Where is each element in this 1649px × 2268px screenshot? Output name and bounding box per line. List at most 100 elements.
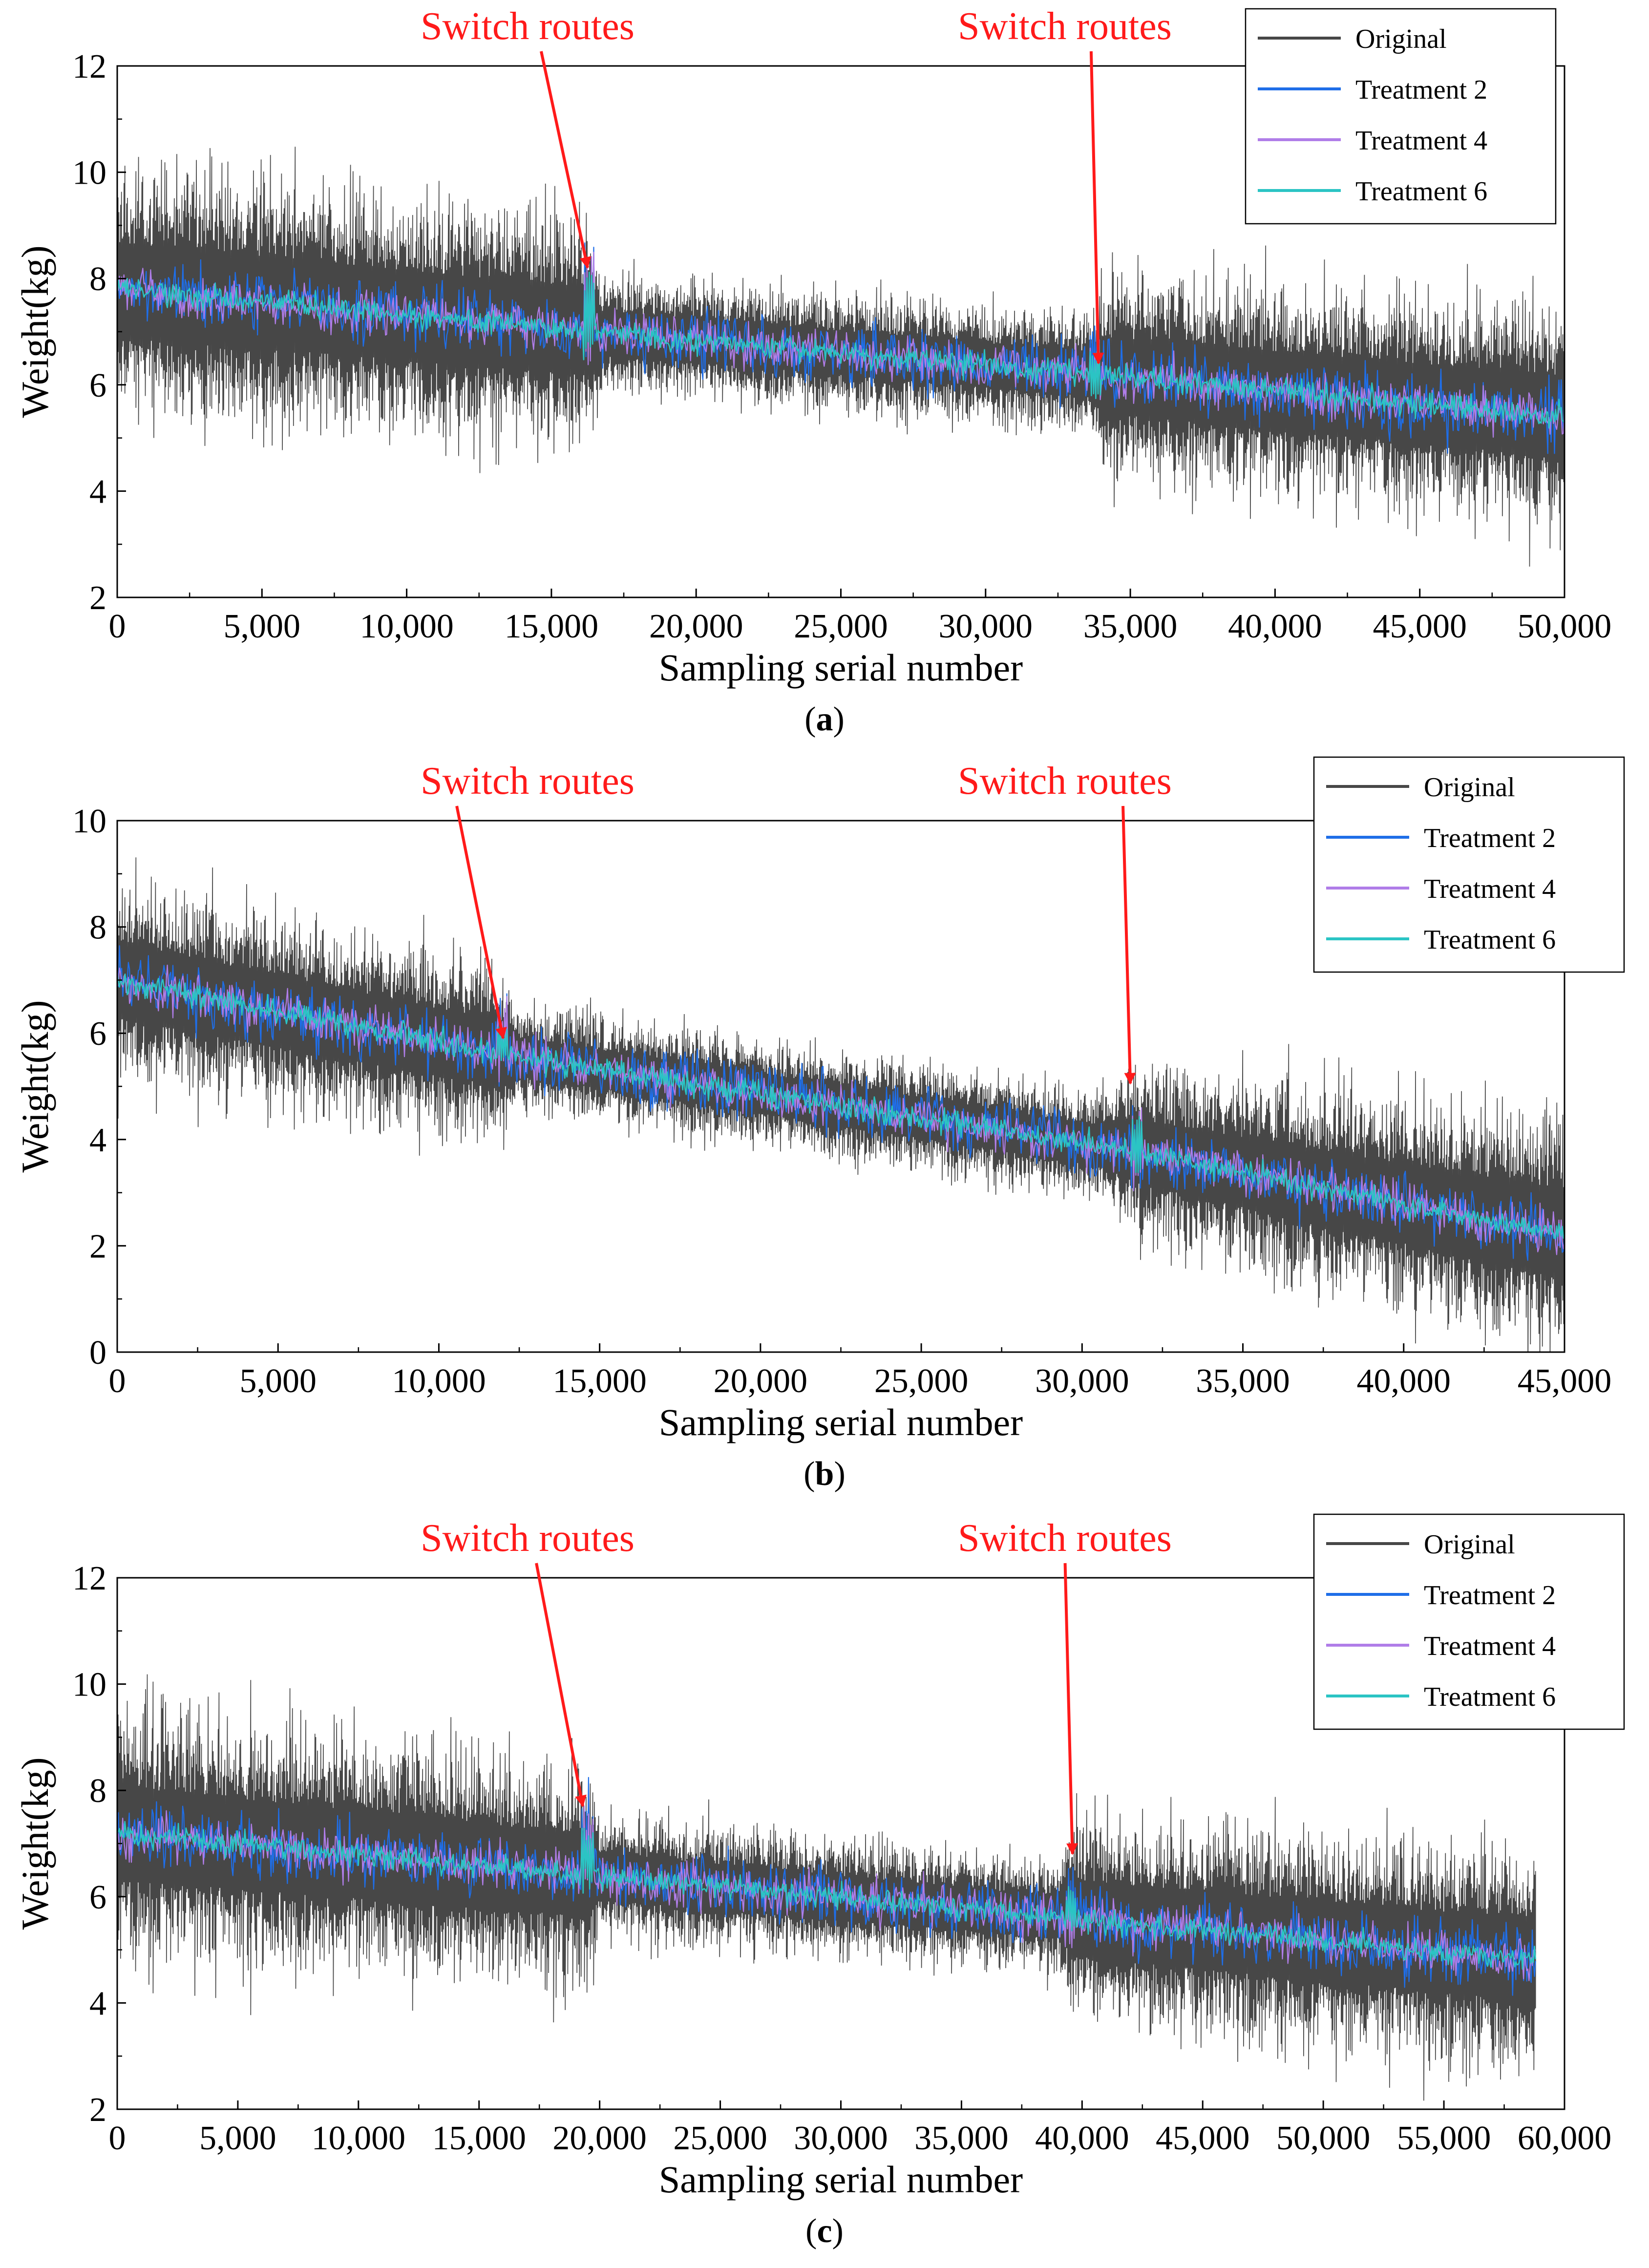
y-tick-label: 8 <box>89 909 106 947</box>
x-tick-label: 0 <box>109 2120 126 2157</box>
caption-open: ( <box>805 2212 817 2250</box>
data-layer <box>117 1674 1536 2101</box>
x-tick-label: 20,000 <box>552 2120 647 2157</box>
series-treatment-6 <box>117 974 1564 1240</box>
x-axis-label: Sampling serial number <box>659 646 1023 689</box>
switch-routes-arrow <box>535 1563 587 1807</box>
legend-box <box>1313 756 1625 973</box>
caption-letter: c <box>817 2212 832 2250</box>
caption-open: ( <box>803 1455 815 1493</box>
legend-label: Treatment 2 <box>1424 1580 1556 1611</box>
legend-label: Original <box>1424 1529 1515 1560</box>
x-tick-label: 50,000 <box>1518 608 1612 645</box>
y-axis-label: Weight(kg) <box>14 245 56 418</box>
series-original <box>117 147 1564 567</box>
switch-routes-label: Switch routes <box>958 1517 1172 1560</box>
x-tick-label: 0 <box>109 608 126 645</box>
caption-letter: a <box>816 700 833 738</box>
x-tick-label: 15,000 <box>505 608 599 645</box>
y-axis-label: Weight(kg) <box>14 1757 56 1929</box>
legend-label: Original <box>1424 772 1515 803</box>
chart-panel-a: 0 5,000 10,000 15,000 20,000 25,000 30,000 35,0… <box>14 5 1611 738</box>
x-tick-label: 45,000 <box>1373 608 1467 645</box>
switch-routes-arrow <box>1121 805 1136 1085</box>
legend: Original Treatment 2 Treatment 4 Treatment … <box>1245 8 1557 225</box>
x-tick-label: 40,000 <box>1357 1362 1451 1400</box>
x-tick-label: 60,000 <box>1518 2120 1612 2157</box>
x-tick-label: 35,000 <box>1083 608 1178 645</box>
y-tick-label: 4 <box>89 473 106 510</box>
switch-routes-label: Switch routes <box>958 760 1172 803</box>
data-layer <box>117 147 1564 567</box>
caption-open: ( <box>804 700 816 738</box>
x-tick-label: 10,000 <box>312 2120 406 2157</box>
switch-routes-label: Switch routes <box>958 5 1172 48</box>
y-tick-label: 4 <box>89 1122 106 1159</box>
legend-label: Treatment 4 <box>1424 1631 1556 1661</box>
legend-label: Treatment 4 <box>1355 126 1487 156</box>
data-layer <box>117 857 1564 1352</box>
series-original <box>117 1674 1536 2101</box>
y-tick-label: 6 <box>89 1879 106 1916</box>
x-tick-label: 0 <box>109 1362 126 1400</box>
x-tick-label: 55,000 <box>1397 2120 1491 2157</box>
series-treatment-4 <box>117 252 1564 438</box>
y-tick-label: 2 <box>89 1228 106 1265</box>
x-tick-label: 5,000 <box>199 2120 276 2157</box>
legend-label: Treatment 6 <box>1424 925 1556 955</box>
x-tick-label: 5,000 <box>239 1362 317 1400</box>
x-tick-label: 30,000 <box>794 2120 888 2157</box>
x-tick-label: 40,000 <box>1228 608 1322 645</box>
x-tick-label: 30,000 <box>1035 1362 1129 1400</box>
x-tick-label: 35,000 <box>914 2120 1009 2157</box>
x-tick-label: 5,000 <box>224 608 301 645</box>
y-tick-label: 12 <box>72 48 106 85</box>
chart-panel-c: 0 5,000 10,000 15,000 20,000 25,000 30,000 35,0… <box>14 1513 1625 2250</box>
y-tick-label: 6 <box>89 367 106 404</box>
chart-panel-b: 0 5,000 10,000 15,000 20,000 25,000 30,000 35,0… <box>14 756 1625 1493</box>
legend-label: Treatment 2 <box>1424 823 1556 853</box>
switch-routes-label: Switch routes <box>421 5 634 48</box>
caption-close: ) <box>832 2212 844 2250</box>
legend-box <box>1245 8 1557 225</box>
x-tick-label: 25,000 <box>673 2120 767 2157</box>
switch-routes-label: Switch routes <box>421 1517 634 1560</box>
legend-box <box>1313 1513 1625 1730</box>
x-tick-label: 40,000 <box>1035 2120 1129 2157</box>
legend-label: Treatment 6 <box>1424 1682 1556 1712</box>
switch-routes-arrow <box>1089 51 1104 365</box>
caption-close: ) <box>833 700 845 738</box>
x-tick-label: 30,000 <box>939 608 1033 645</box>
x-tick-label: 45,000 <box>1518 1362 1612 1400</box>
x-tick-label: 20,000 <box>649 608 743 645</box>
x-tick-label: 15,000 <box>432 2120 527 2157</box>
panel-caption: (a) <box>804 700 845 738</box>
panel-caption: (c) <box>805 2212 844 2250</box>
legend: Original Treatment 2 Treatment 4 Treatment … <box>1313 756 1625 973</box>
legend: Original Treatment 2 Treatment 4 Treatment … <box>1313 1513 1625 1730</box>
y-axis-label: Weight(kg) <box>14 1000 56 1172</box>
legend-label: Original <box>1355 24 1447 54</box>
series-treatment-4 <box>117 964 1564 1255</box>
y-tick-label: 8 <box>89 260 106 298</box>
y-tick-label: 6 <box>89 1015 106 1053</box>
switch-routes-label: Switch routes <box>421 760 634 803</box>
y-tick-label: 10 <box>72 154 106 192</box>
x-tick-label: 25,000 <box>874 1362 969 1400</box>
switch-routes-arrow <box>455 805 507 1039</box>
x-tick-label: 50,000 <box>1276 2120 1371 2157</box>
y-tick-label: 10 <box>72 1666 106 1704</box>
panel-caption: (b) <box>803 1455 846 1493</box>
y-tick-label: 10 <box>72 803 106 840</box>
y-tick-label: 12 <box>72 1560 106 1597</box>
x-tick-label: 35,000 <box>1196 1362 1290 1400</box>
switch-routes-arrow <box>540 51 592 269</box>
caption-close: ) <box>834 1455 845 1493</box>
legend-label: Treatment 2 <box>1355 75 1487 105</box>
x-tick-label: 45,000 <box>1156 2120 1250 2157</box>
x-axis-label: Sampling serial number <box>659 2158 1023 2201</box>
y-tick-label: 4 <box>89 1985 106 2022</box>
x-tick-label: 25,000 <box>794 608 888 645</box>
y-tick-label: 0 <box>89 1334 106 1372</box>
